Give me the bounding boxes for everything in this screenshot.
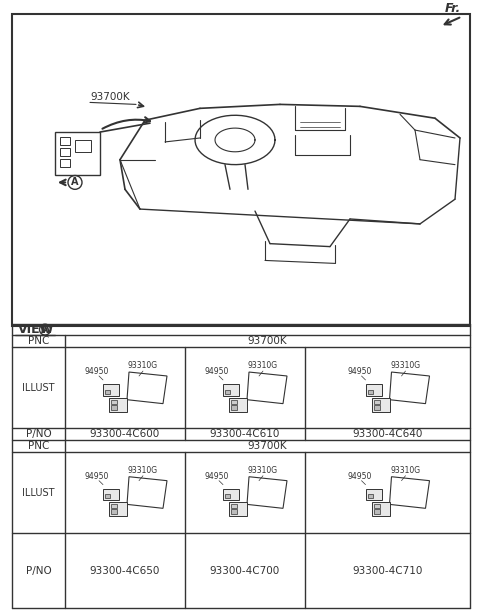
Text: 93300-4C700: 93300-4C700 xyxy=(210,565,280,575)
Text: 93310G: 93310G xyxy=(128,466,158,475)
Bar xyxy=(225,494,230,499)
Bar xyxy=(109,502,127,516)
Bar xyxy=(229,398,247,411)
Text: 93300-4C710: 93300-4C710 xyxy=(352,565,423,575)
Text: 93310G: 93310G xyxy=(390,361,420,370)
Text: ILLUST: ILLUST xyxy=(22,488,55,497)
Text: PNC: PNC xyxy=(28,336,49,346)
Text: 93300-4C600: 93300-4C600 xyxy=(90,429,160,439)
Text: A: A xyxy=(71,177,79,187)
Text: 93310G: 93310G xyxy=(248,361,278,370)
Bar xyxy=(365,489,382,500)
Text: ILLUST: ILLUST xyxy=(22,383,55,393)
Bar xyxy=(111,504,117,508)
Text: A: A xyxy=(41,325,49,335)
Bar xyxy=(75,140,91,152)
Bar xyxy=(365,384,382,396)
Bar xyxy=(111,510,117,515)
Bar xyxy=(223,384,239,396)
Bar xyxy=(372,502,389,516)
Bar xyxy=(12,14,470,325)
Bar xyxy=(60,137,70,145)
Text: 93310G: 93310G xyxy=(128,361,158,370)
Bar xyxy=(368,494,372,499)
Bar xyxy=(111,400,117,403)
Text: 93310G: 93310G xyxy=(390,466,420,475)
Text: 93310G: 93310G xyxy=(248,466,278,475)
Text: P/NO: P/NO xyxy=(25,429,51,439)
Text: 94950: 94950 xyxy=(205,472,229,481)
Text: 93300-4C650: 93300-4C650 xyxy=(90,565,160,575)
Text: VIEW: VIEW xyxy=(18,323,54,336)
Text: 93700K: 93700K xyxy=(90,93,130,103)
Bar xyxy=(231,400,237,403)
Bar xyxy=(105,494,110,499)
Text: P/NO: P/NO xyxy=(25,565,51,575)
Bar xyxy=(231,510,237,515)
Text: 94950: 94950 xyxy=(348,472,372,481)
Text: Fr.: Fr. xyxy=(445,1,461,15)
Bar xyxy=(103,384,119,396)
Bar xyxy=(373,400,380,403)
Bar xyxy=(109,398,127,411)
Text: 93700K: 93700K xyxy=(248,441,288,451)
Bar xyxy=(368,390,372,394)
Bar xyxy=(103,489,119,500)
Text: 94950: 94950 xyxy=(85,472,109,481)
Text: 94950: 94950 xyxy=(348,367,372,376)
Bar xyxy=(60,158,70,166)
Text: 94950: 94950 xyxy=(85,367,109,376)
Bar xyxy=(229,502,247,516)
Text: 93300-4C610: 93300-4C610 xyxy=(210,429,280,439)
Bar xyxy=(373,504,380,508)
Text: 93300-4C640: 93300-4C640 xyxy=(352,429,423,439)
Bar xyxy=(225,390,230,394)
Bar xyxy=(231,405,237,410)
Bar xyxy=(231,504,237,508)
Text: 93700K: 93700K xyxy=(248,336,288,346)
Bar xyxy=(223,489,239,500)
Bar xyxy=(60,148,70,156)
Bar xyxy=(373,510,380,515)
Text: PNC: PNC xyxy=(28,441,49,451)
Bar xyxy=(111,405,117,410)
Bar xyxy=(372,398,389,411)
Bar xyxy=(105,390,110,394)
Bar xyxy=(373,405,380,410)
Text: 94950: 94950 xyxy=(205,367,229,376)
